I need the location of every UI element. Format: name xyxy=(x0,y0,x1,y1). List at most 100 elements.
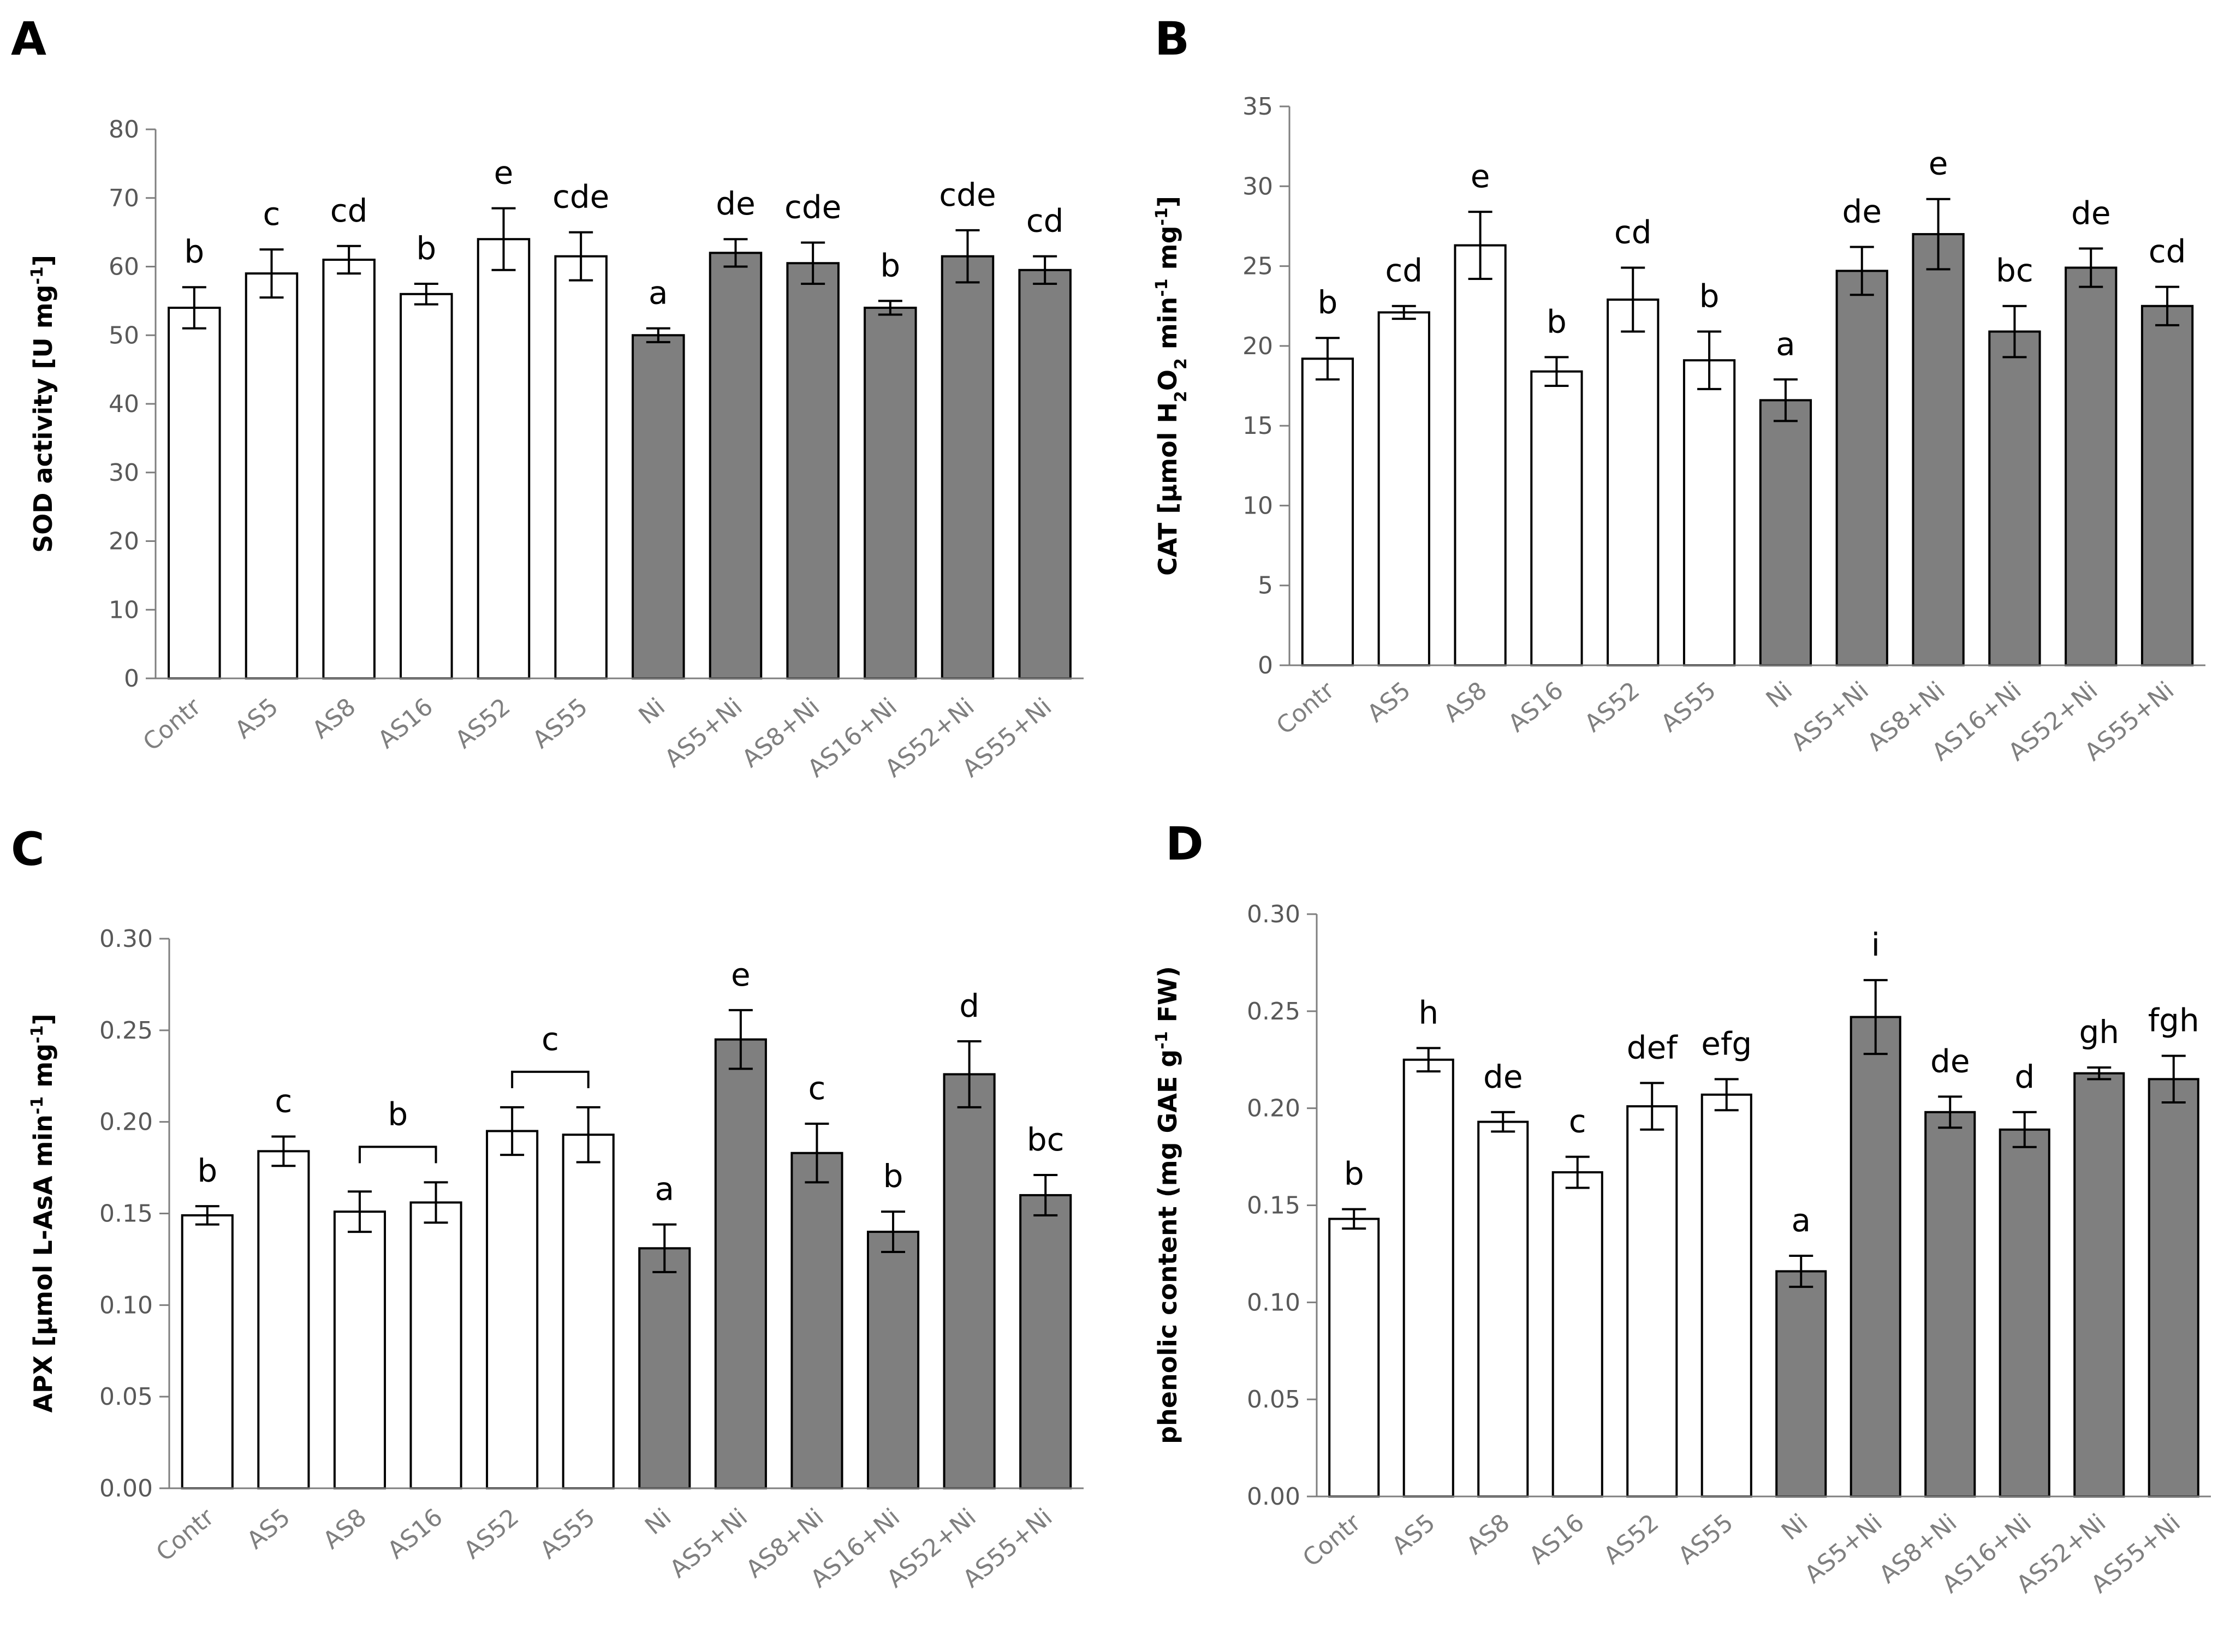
bar-as55 xyxy=(1700,1093,1752,1498)
category-label: Contr xyxy=(151,1503,219,1567)
y-tick-label: 70 xyxy=(109,184,139,212)
category-label: AS5+Ni xyxy=(1799,1508,1888,1589)
bar-ni xyxy=(1759,399,1812,666)
significance-letter: de xyxy=(2071,194,2111,231)
panel-a: A SOD activity [U mg-1] 0 10 20 30 40 50 60 70 80… xyxy=(11,12,1084,783)
bar-as8 xyxy=(322,258,376,679)
category-label: AS5+Ni xyxy=(659,693,748,773)
bar-ni xyxy=(632,334,685,679)
category-label: AS8 xyxy=(1461,1508,1515,1560)
significance-letter: e xyxy=(1471,158,1490,195)
category-label: AS5 xyxy=(242,1503,296,1554)
significance-letter: cde xyxy=(552,178,609,216)
error-bar xyxy=(1491,1111,1515,1133)
significance-letter: def xyxy=(1627,1029,1679,1066)
error-bar xyxy=(1789,1254,1813,1288)
y-tick-label: 5 xyxy=(1258,572,1273,600)
significance-letter: b xyxy=(388,1095,408,1132)
error-bar xyxy=(1033,255,1057,285)
y-tick-label: 0.30 xyxy=(99,925,153,953)
y-axis-label: APX [µmol L-AsA min-1 mg-1] xyxy=(28,1014,58,1413)
error-bar xyxy=(1697,330,1722,390)
bar-as55 xyxy=(554,255,608,679)
significance-letter: d xyxy=(959,987,979,1024)
panel-letter-c: C xyxy=(11,822,45,876)
error-bar xyxy=(182,286,206,330)
y-tick-label: 40 xyxy=(109,390,139,418)
significance-letter: cde xyxy=(939,176,996,213)
error-bar xyxy=(1863,979,1888,1055)
bar-as16-plus-ni xyxy=(1988,330,2041,666)
bar-as55-plus-ni xyxy=(2148,1078,2199,1498)
bar-as5 xyxy=(1377,311,1430,666)
y-tick-label: 0.05 xyxy=(1247,1386,1300,1414)
y-tick-label: 30 xyxy=(1242,172,1273,200)
panel-d: D phenolic content (mg GAE g-1 FW) 0.00 0.… xyxy=(1152,817,2211,1599)
category-label: AS52 xyxy=(450,693,515,754)
y-tick-label: 80 xyxy=(109,116,139,144)
bar-as55-plus-ni xyxy=(2140,305,2194,666)
error-bar xyxy=(1714,1078,1739,1112)
significance-bracket xyxy=(511,1070,590,1088)
bar-as55 xyxy=(562,1134,615,1489)
bar-as52 xyxy=(1607,299,1660,666)
bar-as55-plus-ni xyxy=(1019,1194,1072,1489)
y-tick-label: 10 xyxy=(1242,492,1273,520)
error-bar xyxy=(955,229,980,284)
error-bar xyxy=(1468,211,1492,280)
error-bar xyxy=(1640,1082,1664,1131)
bar-as52 xyxy=(477,238,531,679)
y-tick-label: 60 xyxy=(109,253,139,281)
bar-as8-plus-ni xyxy=(786,262,840,679)
significance-bracket xyxy=(358,1146,437,1164)
panel-c: C APX [µmol L-AsA min-1 mg-1] 0.00 0.05 0.1… xyxy=(11,822,1084,1593)
bar-as55 xyxy=(1682,359,1736,666)
bar-as8 xyxy=(1454,244,1507,666)
bar-as16-plus-ni xyxy=(866,1231,920,1489)
y-tick-label: 0.20 xyxy=(1247,1095,1300,1123)
significance-letter: bc xyxy=(1996,252,2033,289)
bar-as16 xyxy=(400,293,453,679)
error-bar xyxy=(2012,1111,2037,1148)
error-bar xyxy=(2087,1066,2112,1081)
significance-letter: i xyxy=(1871,926,1880,963)
y-tick-label: 0.05 xyxy=(99,1383,153,1411)
category-label: AS55 xyxy=(527,693,593,754)
error-bar xyxy=(424,1181,448,1224)
category-label: Contr xyxy=(1298,1508,1366,1572)
bar-contr xyxy=(1328,1218,1380,1498)
bar-as5-plus-ni xyxy=(1835,270,1888,666)
bar-as16 xyxy=(1551,1171,1603,1498)
bar-contr xyxy=(1301,357,1354,666)
bar-as52-plus-ni xyxy=(2073,1072,2125,1498)
category-label: AS55 xyxy=(1673,1508,1739,1570)
category-label: Contr xyxy=(1271,676,1340,740)
error-bar xyxy=(957,1040,982,1108)
y-tick-label: 0.15 xyxy=(99,1200,153,1228)
y-tick-label: 50 xyxy=(109,321,139,349)
y-tick-label: 10 xyxy=(109,596,139,624)
error-bar xyxy=(1773,378,1798,422)
panel-letter-a: A xyxy=(11,12,46,65)
significance-letter: cd xyxy=(330,192,368,229)
error-bar xyxy=(2161,1054,2186,1104)
bar-as16 xyxy=(1530,370,1583,666)
significance-letter: c xyxy=(263,195,281,232)
bar-as8-plus-ni xyxy=(1912,233,1965,666)
significance-letter: bc xyxy=(1027,1121,1065,1158)
category-label: AS55 xyxy=(1656,676,1721,737)
error-bar xyxy=(1416,1047,1441,1073)
error-bar xyxy=(2002,305,2027,359)
panel-letter-b: B xyxy=(1155,12,1190,65)
significance-letter: h xyxy=(1418,994,1438,1031)
category-label: Contr xyxy=(138,693,207,756)
y-tick-label: 0.15 xyxy=(1247,1192,1300,1220)
significance-letter: a xyxy=(1791,1202,1811,1239)
error-bar xyxy=(1565,1155,1590,1189)
error-bar xyxy=(1033,1174,1058,1216)
significance-letter: e xyxy=(731,956,751,993)
category-label: Ni xyxy=(640,1503,676,1540)
significance-letter: cd xyxy=(1385,252,1423,289)
bar-as52 xyxy=(1626,1105,1678,1498)
